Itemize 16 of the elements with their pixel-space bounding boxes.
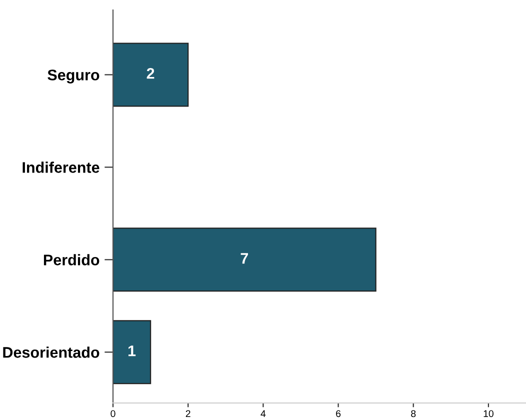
x-tick-label: 10 bbox=[484, 410, 494, 418]
y-tick-label: Seguro bbox=[48, 70, 100, 84]
x-tick-label: 6 bbox=[336, 410, 341, 418]
x-tick-label: 2 bbox=[186, 410, 190, 417]
x-tick-label: 4 bbox=[260, 410, 266, 417]
bar bbox=[113, 320, 152, 384]
x-tick-label: 8 bbox=[411, 410, 416, 418]
bar bbox=[113, 228, 376, 292]
data-label: 7 bbox=[240, 253, 248, 264]
y-tick-label: Perdido bbox=[44, 254, 100, 266]
x-tick-label: 0 bbox=[110, 410, 116, 418]
bar bbox=[113, 42, 189, 107]
data-label: 2 bbox=[146, 68, 154, 79]
y-tick-label: Desorientado bbox=[3, 346, 100, 358]
y-tick-label: Indiferente bbox=[22, 162, 100, 173]
data-label: 1 bbox=[128, 346, 136, 356]
